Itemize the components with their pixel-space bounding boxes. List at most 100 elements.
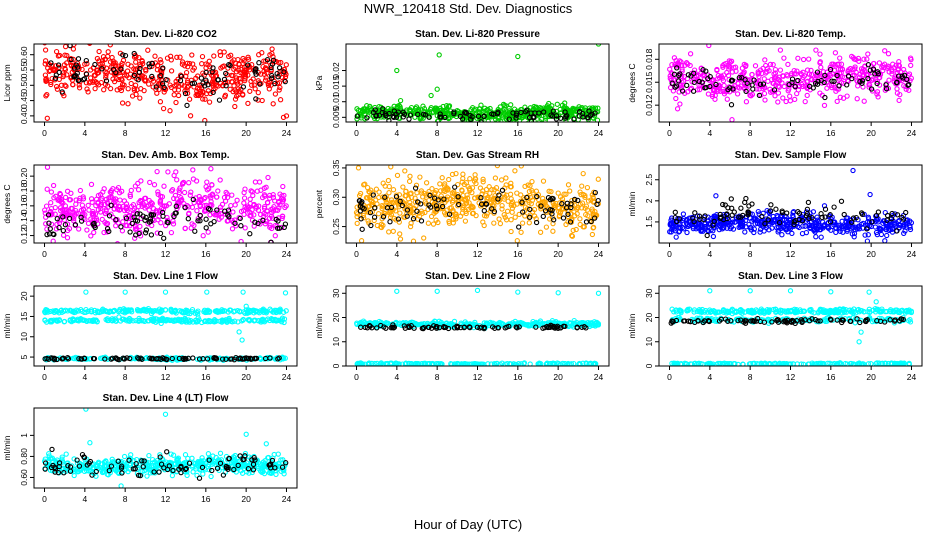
data-point <box>577 201 583 207</box>
data-point <box>265 200 271 206</box>
y-axis-label: percent <box>314 189 324 218</box>
data-point <box>260 63 266 70</box>
data-point <box>268 239 274 243</box>
x-tick-label: 24 <box>282 249 292 259</box>
data-point <box>354 220 360 227</box>
data-point <box>865 214 872 220</box>
data-point <box>715 88 721 94</box>
outlier-point <box>204 289 210 295</box>
data-point <box>48 200 54 206</box>
x-tick-label: 20 <box>241 128 251 138</box>
data-point <box>472 319 478 326</box>
data-point <box>91 223 98 229</box>
data-point <box>79 202 86 208</box>
data-point <box>46 220 52 226</box>
outlier-point <box>394 67 400 74</box>
data-point <box>679 88 686 94</box>
data-points <box>667 44 914 122</box>
data-point <box>42 47 49 53</box>
data-point <box>799 230 806 237</box>
data-point <box>185 310 191 316</box>
data-point <box>256 179 263 185</box>
data-point <box>393 114 400 120</box>
data-point <box>179 59 186 65</box>
data-point <box>749 82 755 88</box>
data-point <box>143 214 149 221</box>
data-point <box>756 86 762 92</box>
data-point <box>748 227 755 233</box>
data-point <box>277 97 284 103</box>
data-point <box>262 77 269 83</box>
data-point <box>876 60 883 66</box>
data-point <box>161 355 167 362</box>
data-point <box>444 106 450 113</box>
data-point <box>404 213 410 219</box>
x-tick-label: 24 <box>282 372 292 382</box>
data-point <box>89 317 95 324</box>
data-point <box>882 48 888 54</box>
data-point <box>827 212 833 218</box>
outlier-point <box>867 191 873 198</box>
data-point <box>789 79 795 86</box>
data-point <box>744 77 751 83</box>
data-point <box>394 172 401 179</box>
data-point <box>423 180 430 186</box>
data-point <box>700 67 706 73</box>
data-point <box>584 184 591 191</box>
data-point <box>861 98 867 104</box>
data-point <box>574 206 580 212</box>
data-point <box>78 214 84 220</box>
data-point <box>103 75 109 81</box>
plot-title: Stan. Dev. Sample Flow <box>735 150 847 161</box>
data-point <box>688 73 694 79</box>
data-point <box>205 62 211 68</box>
data-point <box>150 206 157 212</box>
data-point <box>426 112 432 118</box>
data-point <box>855 55 862 62</box>
data-point <box>229 356 235 362</box>
data-point <box>716 75 723 81</box>
data-point <box>102 201 108 208</box>
x-tick-label: 16 <box>826 128 836 138</box>
data-point <box>112 62 119 69</box>
data-point <box>397 97 404 104</box>
data-point <box>50 182 57 189</box>
data-point <box>377 361 383 366</box>
data-point <box>252 219 258 225</box>
data-point <box>459 188 465 194</box>
data-point <box>676 78 682 84</box>
data-point <box>123 204 129 210</box>
data-point <box>481 208 487 214</box>
data-point <box>450 220 456 226</box>
data-point <box>772 66 779 73</box>
data-point <box>421 235 427 241</box>
data-point <box>822 72 828 79</box>
outlier-point <box>236 329 242 335</box>
data-point <box>246 355 252 362</box>
data-point <box>48 60 54 66</box>
data-point <box>851 230 858 237</box>
data-point <box>491 220 497 226</box>
data-point <box>160 65 166 71</box>
data-point <box>364 184 371 191</box>
data-point <box>195 218 201 224</box>
data-point <box>836 76 843 82</box>
data-point <box>711 216 717 222</box>
data-point <box>160 105 167 112</box>
data-point <box>205 88 211 94</box>
data-point <box>870 60 877 67</box>
data-point <box>509 209 515 215</box>
data-point <box>527 361 533 366</box>
x-tick-label: 12 <box>473 128 483 138</box>
plot-title: Stan. Dev. Gas Stream RH <box>416 150 539 161</box>
data-point <box>273 58 279 65</box>
data-point <box>203 225 209 231</box>
data-point <box>171 195 177 202</box>
data-point <box>516 224 522 230</box>
data-point <box>519 220 526 226</box>
data-point <box>445 111 452 118</box>
data-point <box>888 223 894 229</box>
data-point <box>862 232 868 238</box>
data-point <box>211 53 217 59</box>
data-point <box>120 219 126 225</box>
